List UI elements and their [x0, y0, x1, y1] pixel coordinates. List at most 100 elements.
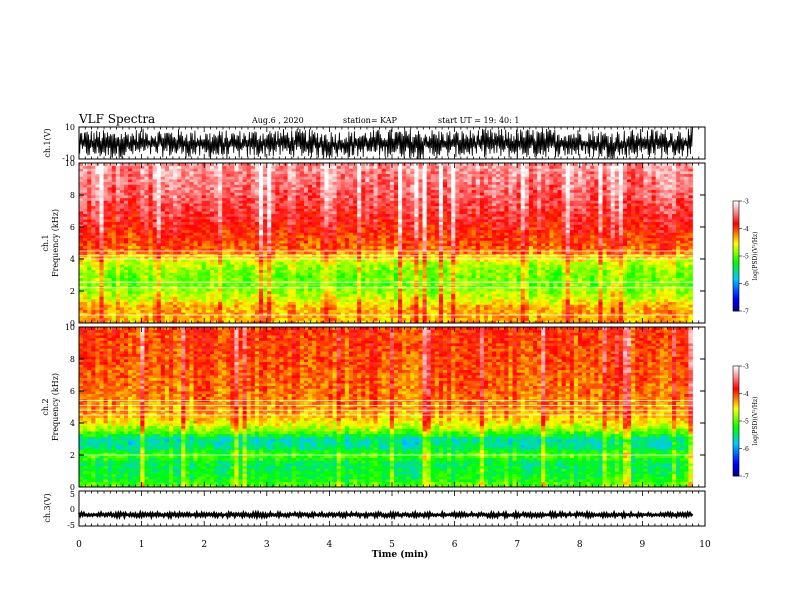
spectrogram-cell	[279, 259, 283, 262]
spectrogram-cell	[198, 243, 202, 246]
spectrogram-cell	[144, 288, 148, 291]
spectrogram-cell	[684, 304, 688, 307]
spectrogram-cell	[230, 318, 234, 321]
spectrogram-cell	[157, 288, 161, 291]
spectrogram-cell	[324, 262, 328, 265]
spectrogram-cell	[394, 264, 398, 267]
spectrogram-cell	[668, 264, 672, 267]
spectrogram-cell	[365, 315, 369, 318]
spectrogram-cell	[492, 310, 496, 313]
spectrogram-cell	[533, 267, 537, 270]
spectrogram-cell	[222, 270, 226, 273]
spectrogram-cell	[578, 246, 582, 249]
spectrogram-cell	[566, 270, 570, 273]
spectrogram-cell	[574, 264, 578, 267]
spectrogram-cell	[99, 307, 103, 310]
spectrogram-cell	[243, 283, 247, 286]
spectrogram-cell	[390, 267, 394, 270]
spectrogram-cell	[206, 275, 210, 278]
spectrogram-cell	[312, 259, 316, 262]
spectrogram-cell	[394, 310, 398, 313]
spectrogram-cell	[529, 278, 533, 281]
ch1-spectrogram-panel: 0246810 ch.1 Frequency (kHz)	[41, 159, 705, 328]
spectrogram-cell	[140, 304, 144, 307]
spectrogram-cell	[468, 302, 472, 305]
spectrogram-cell	[418, 275, 422, 278]
spectrogram-cell	[607, 307, 611, 310]
spectrogram-cell	[549, 296, 553, 299]
spectrogram-cell	[259, 294, 263, 297]
spectrogram-cell	[447, 318, 451, 321]
spectrogram-cell	[296, 296, 300, 299]
spectrogram-cell	[660, 310, 664, 313]
spectrogram-cell	[136, 288, 140, 291]
spectrogram-cell	[337, 310, 341, 313]
spectrogram-cell	[558, 262, 562, 265]
spectrogram-cell	[353, 291, 357, 294]
spectrogram-cell	[288, 270, 292, 273]
spectrogram-cell	[189, 286, 193, 289]
spectrogram-cell	[198, 294, 202, 297]
spectrogram-cell	[324, 310, 328, 313]
spectrogram-cell	[476, 264, 480, 267]
spectrogram-cell	[414, 262, 418, 265]
spectrogram-cell	[320, 318, 324, 321]
spectrogram-cell	[218, 283, 222, 286]
spectrogram-cell	[324, 246, 328, 249]
spectrogram-cell	[153, 307, 157, 310]
spectrogram-cell	[402, 296, 406, 299]
spectrogram-cell	[226, 304, 230, 307]
spectrogram-cell	[157, 299, 161, 302]
spectrogram-cell	[132, 270, 136, 273]
spectrogram-cell	[316, 262, 320, 265]
spectrogram-cell	[459, 275, 463, 278]
spectrogram-cell	[288, 291, 292, 294]
spectrogram-cell	[95, 302, 99, 305]
spectrogram-cell	[394, 299, 398, 302]
spectrogram-cell	[378, 291, 382, 294]
spectrogram-cell	[598, 286, 602, 289]
spectrogram-cell	[668, 262, 672, 265]
spectrogram-cell	[296, 264, 300, 267]
spectrogram-cell	[83, 246, 87, 249]
spectrogram-cell	[341, 278, 345, 281]
spectrogram-cell	[296, 291, 300, 294]
spectrogram-cell	[83, 315, 87, 318]
spectrogram-cell	[529, 283, 533, 286]
spectrogram-cell	[345, 272, 349, 275]
spectrogram-cell	[177, 307, 181, 310]
spectrogram-cell	[545, 262, 549, 265]
spectrogram-cell	[198, 307, 202, 310]
spectrogram-cell	[243, 307, 247, 310]
spectrogram-cell	[333, 307, 337, 310]
spectrogram-cell	[508, 286, 512, 289]
spectrogram-cell	[468, 272, 472, 275]
spectrogram-cell	[124, 251, 128, 254]
spectrogram-cell	[267, 299, 271, 302]
spectrogram-cell	[226, 310, 230, 313]
spectrogram-cell	[259, 259, 263, 262]
spectrogram-cell	[373, 294, 377, 297]
spectrogram-cell	[492, 286, 496, 289]
spectrogram-cell	[275, 294, 279, 297]
spectrogram-cell	[226, 246, 230, 249]
spectrogram-cell	[275, 283, 279, 286]
spectrogram-cell	[652, 315, 656, 318]
spectrogram-cell	[341, 254, 345, 257]
spectrogram-cell	[149, 304, 153, 307]
spectrogram-cell	[680, 283, 684, 286]
spectrogram-cell	[169, 246, 173, 249]
spectrogram-cell	[300, 275, 304, 278]
spectrogram-cell	[361, 251, 365, 254]
spectrogram-cell	[304, 254, 308, 257]
spectrogram-cell	[194, 243, 198, 246]
spectrogram-cell	[590, 288, 594, 291]
spectrogram-cell	[578, 275, 582, 278]
spectrogram-cell	[582, 302, 586, 305]
spectrogram-cell	[112, 307, 116, 310]
spectrogram-cell	[386, 304, 390, 307]
spectrogram-cell	[288, 262, 292, 265]
spectrogram-cell	[288, 288, 292, 291]
spectrogram-cell	[91, 299, 95, 302]
spectrogram-cell	[414, 318, 418, 321]
